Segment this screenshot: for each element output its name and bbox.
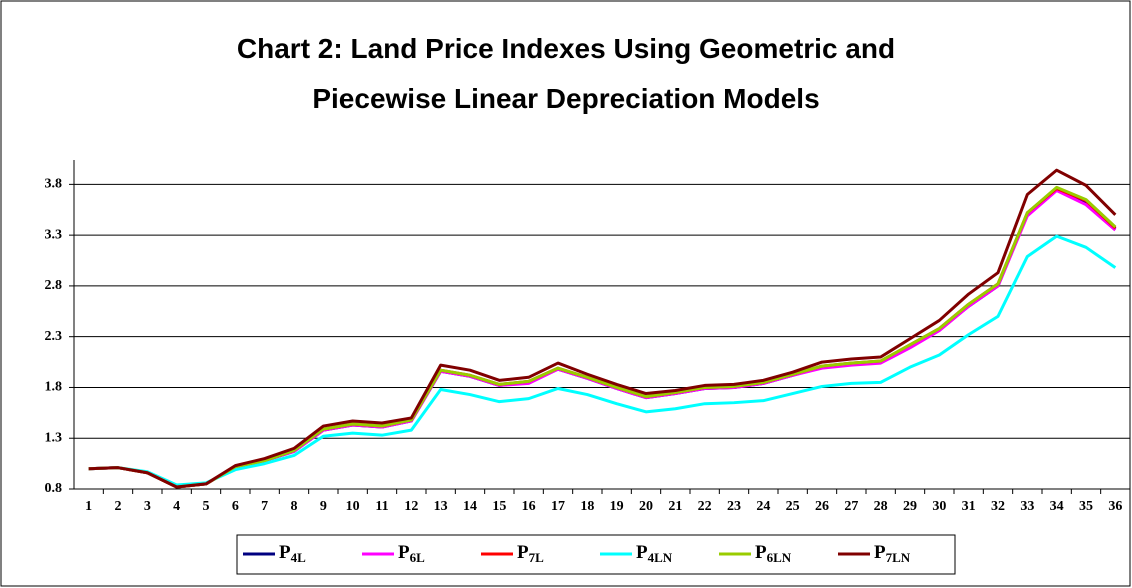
y-tick-label: 2.8 [45, 278, 63, 293]
legend-label: P4LN [636, 542, 673, 565]
legend-label: P7LN [874, 542, 911, 565]
x-tick-label: 3 [144, 499, 151, 514]
x-tick-label: 24 [756, 499, 770, 514]
x-tick-label: 10 [346, 499, 360, 514]
x-tick-label: 11 [375, 499, 388, 514]
x-tick-label: 25 [786, 499, 800, 514]
y-tick-label: 0.8 [45, 481, 63, 496]
x-tick-label: 1 [85, 499, 92, 514]
x-tick-label: 16 [522, 499, 536, 514]
x-tick-label: 2 [115, 499, 122, 514]
x-tick-label: 15 [492, 499, 506, 514]
x-tick-label: 28 [874, 499, 888, 514]
x-tick-label: 4 [173, 499, 180, 514]
chart-title: Chart 2: Land Price Indexes Using Geomet… [236, 33, 896, 114]
legend-label: P6L [398, 542, 425, 565]
x-tick-label: 6 [232, 499, 239, 514]
x-tick-label: 7 [261, 499, 268, 514]
x-tick-label: 31 [962, 499, 976, 514]
x-tick-label: 23 [727, 499, 741, 514]
x-tick-label: 14 [463, 499, 477, 514]
y-tick-label: 3.8 [45, 177, 63, 192]
x-tick-label: 8 [291, 499, 298, 514]
x-tick-label: 26 [815, 499, 829, 514]
legend-label: P7L [517, 542, 544, 565]
x-tick-label: 20 [639, 499, 653, 514]
x-tick-label: 35 [1079, 499, 1093, 514]
y-tick-label: 2.3 [45, 329, 63, 344]
x-tick-label: 9 [320, 499, 327, 514]
x-tick-label: 33 [1020, 499, 1034, 514]
x-tick-label: 5 [203, 499, 210, 514]
x-tick-label: 32 [991, 499, 1005, 514]
y-tick-label: 1.8 [45, 380, 63, 395]
y-tick-label: 3.3 [45, 227, 63, 242]
x-tick-label: 13 [434, 499, 448, 514]
legend-box [236, 534, 956, 575]
series-line [88, 168, 1117, 489]
x-tick-label: 21 [668, 499, 682, 514]
x-tick-label: 19 [610, 499, 624, 514]
series-line [88, 234, 1117, 487]
y-tick-label: 1.3 [45, 430, 63, 445]
x-tick-label: 36 [1108, 499, 1122, 514]
legend-label: P6LN [755, 542, 792, 565]
x-tick-label: 17 [551, 499, 565, 514]
x-tick-label: 34 [1050, 499, 1064, 514]
legend-label: P4L [279, 542, 306, 565]
x-tick-label: 12 [404, 499, 418, 514]
x-tick-label: 18 [580, 499, 594, 514]
x-tick-label: 30 [932, 499, 946, 514]
x-tick-label: 22 [698, 499, 712, 514]
x-tick-label: 27 [844, 499, 858, 514]
x-tick-label: 29 [903, 499, 917, 514]
series-line [88, 185, 1117, 489]
